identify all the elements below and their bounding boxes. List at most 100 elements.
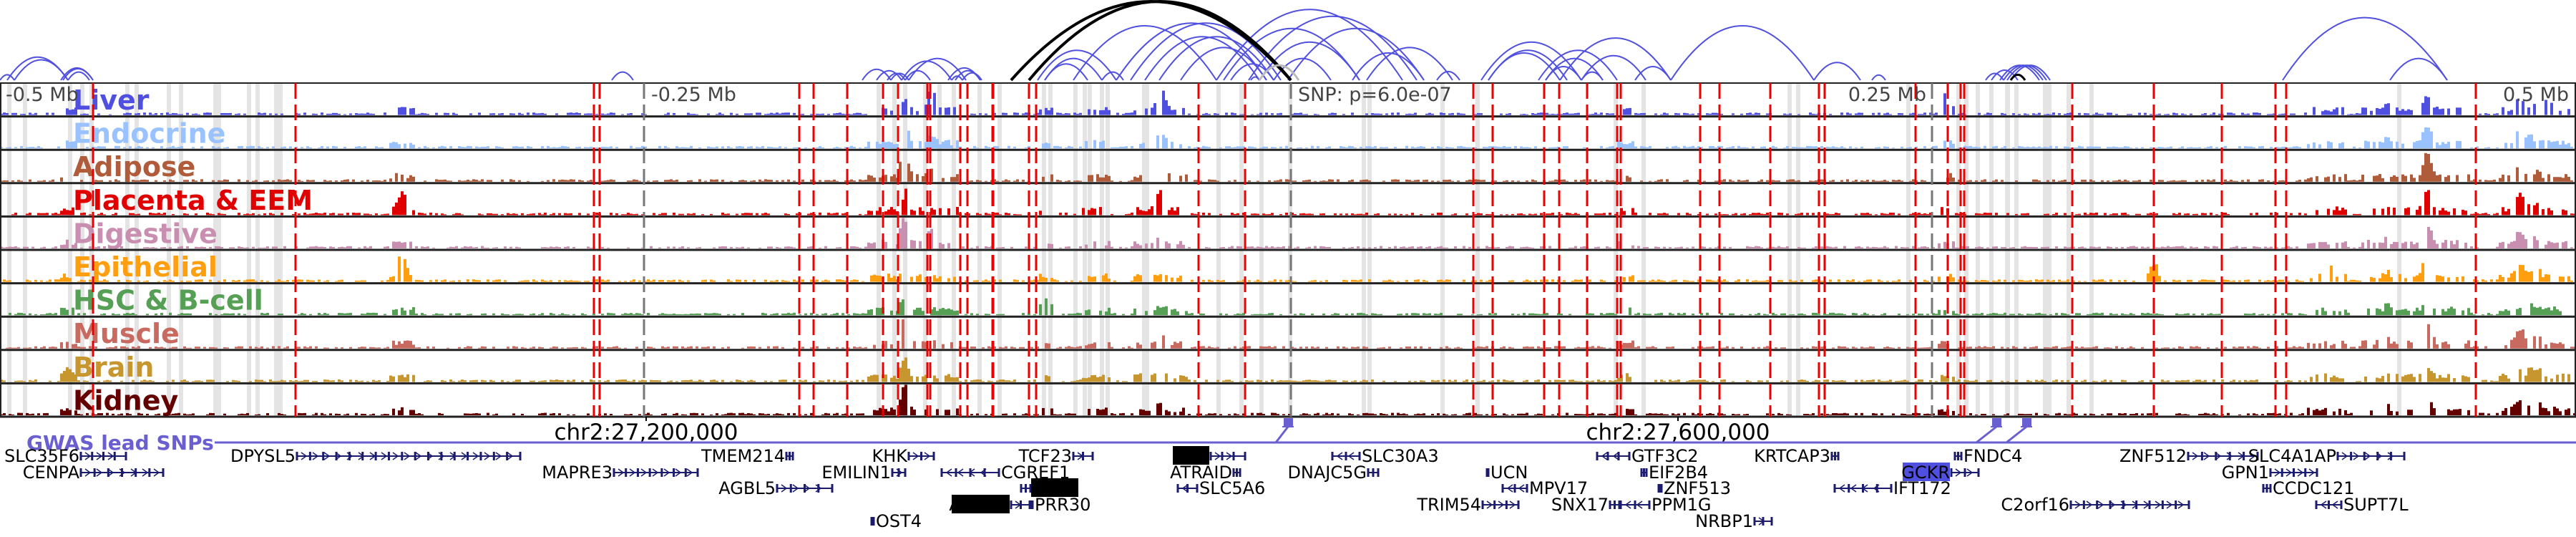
- signal-bar: [2344, 241, 2347, 248]
- signal-bar: [879, 308, 882, 316]
- signal-bar: [827, 180, 830, 182]
- signal-bar: [2321, 111, 2324, 115]
- signal-bar: [902, 102, 904, 115]
- signal-bar: [1165, 373, 1168, 382]
- signal-bar: [2109, 347, 2112, 349]
- signal-bar: [212, 347, 215, 349]
- signal-bar: [438, 412, 441, 415]
- signal-bar: [172, 213, 175, 216]
- signal-bar: [1108, 377, 1111, 382]
- signal-bar: [1068, 246, 1070, 248]
- signal-bar: [930, 168, 933, 182]
- signal-bar: [879, 177, 882, 182]
- signal-bar: [2310, 377, 2313, 382]
- signal-bar: [246, 247, 249, 248]
- signal-bar: [2210, 213, 2212, 216]
- signal-bar: [1812, 381, 1815, 382]
- signal-bar: [2470, 246, 2473, 248]
- signal-bar: [195, 279, 197, 282]
- signal-bar: [2536, 307, 2539, 316]
- signal-bar: [1128, 213, 1131, 216]
- signal-bar: [1766, 113, 1769, 115]
- signal-bar: [226, 347, 229, 349]
- signal-bar: [278, 346, 280, 349]
- signal-bar: [335, 146, 338, 149]
- signal-bar: [1228, 379, 1231, 382]
- signal-bar: [827, 114, 830, 115]
- signal-bar: [398, 107, 401, 115]
- chromatin-loop-arc: [1871, 74, 1886, 81]
- signal-bar: [1597, 213, 1600, 216]
- signal-bar: [564, 314, 567, 316]
- signal-bar: [1136, 342, 1139, 349]
- signal-bar: [1786, 213, 1789, 216]
- signal-bar: [1669, 379, 1672, 382]
- signal-bar: [704, 180, 707, 182]
- signal-bar: [2487, 147, 2490, 149]
- signal-bar: [2001, 180, 2004, 182]
- signal-bar: [2447, 308, 2450, 316]
- signal-bar: [547, 180, 550, 182]
- signal-bar: [2324, 177, 2327, 182]
- signal-bar: [1291, 212, 1294, 216]
- signal-bar: [186, 180, 189, 182]
- signal-bar: [298, 180, 301, 182]
- signal-bar: [1036, 280, 1039, 282]
- signal-bar: [873, 242, 876, 248]
- signal-bar: [1145, 311, 1148, 316]
- signal-bar: [770, 180, 773, 182]
- signal-bar: [1683, 312, 1686, 316]
- signal-bar: [893, 144, 896, 149]
- signal-bar: [1437, 280, 1440, 282]
- signal-bar: [1898, 279, 1901, 282]
- signal-bar: [864, 246, 867, 248]
- signal-bar: [638, 280, 641, 282]
- signal-bar: [713, 147, 716, 149]
- signal-bar: [1838, 279, 1840, 282]
- signal-bar: [2038, 146, 2041, 149]
- signal-bar: [2384, 274, 2387, 282]
- signal-bar: [2275, 147, 2278, 149]
- signal-bar: [1468, 147, 1471, 149]
- signal-bar: [884, 341, 887, 349]
- signal-bar: [753, 380, 756, 382]
- signal-bar: [658, 380, 661, 382]
- signal-bar: [372, 312, 375, 316]
- signal-bar: [1692, 113, 1694, 115]
- signal-bar: [1511, 213, 1514, 216]
- signal-bar: [2178, 380, 2181, 382]
- signal-bar: [2430, 163, 2433, 182]
- signal-bar: [985, 246, 987, 248]
- signal-bar: [2527, 367, 2530, 382]
- signal-bar: [246, 412, 249, 415]
- signal-bar: [2035, 147, 2038, 149]
- signal-bar: [66, 408, 69, 415]
- signal-bar: [2430, 230, 2433, 248]
- signal-bar: [1325, 246, 1328, 248]
- signal-bar: [1365, 380, 1368, 382]
- signal-bar: [2373, 175, 2376, 182]
- signal-bar: [764, 380, 767, 382]
- signal-bar: [2078, 313, 2081, 316]
- signal-bar: [1016, 214, 1019, 216]
- signal-bar: [1182, 375, 1185, 382]
- signal-bar: [329, 380, 332, 382]
- signal-bar: [220, 112, 223, 115]
- signal-bar: [478, 347, 481, 349]
- signal-bar: [1777, 180, 1780, 182]
- signal-bar: [572, 281, 575, 282]
- signal-bar: [2267, 114, 2270, 115]
- signal-bar: [49, 347, 52, 349]
- signal-bar: [830, 314, 833, 316]
- signal-bar: [2204, 279, 2207, 282]
- signal-bar: [6, 112, 9, 115]
- signal-bar: [97, 146, 100, 149]
- signal-bar: [1365, 347, 1368, 349]
- signal-bar: [129, 146, 132, 149]
- signal-bar: [469, 413, 472, 415]
- signal-bar: [1056, 280, 1059, 282]
- signal-bar: [2095, 212, 2098, 216]
- signal-bar: [1597, 346, 1600, 349]
- signal-bar: [2513, 271, 2516, 282]
